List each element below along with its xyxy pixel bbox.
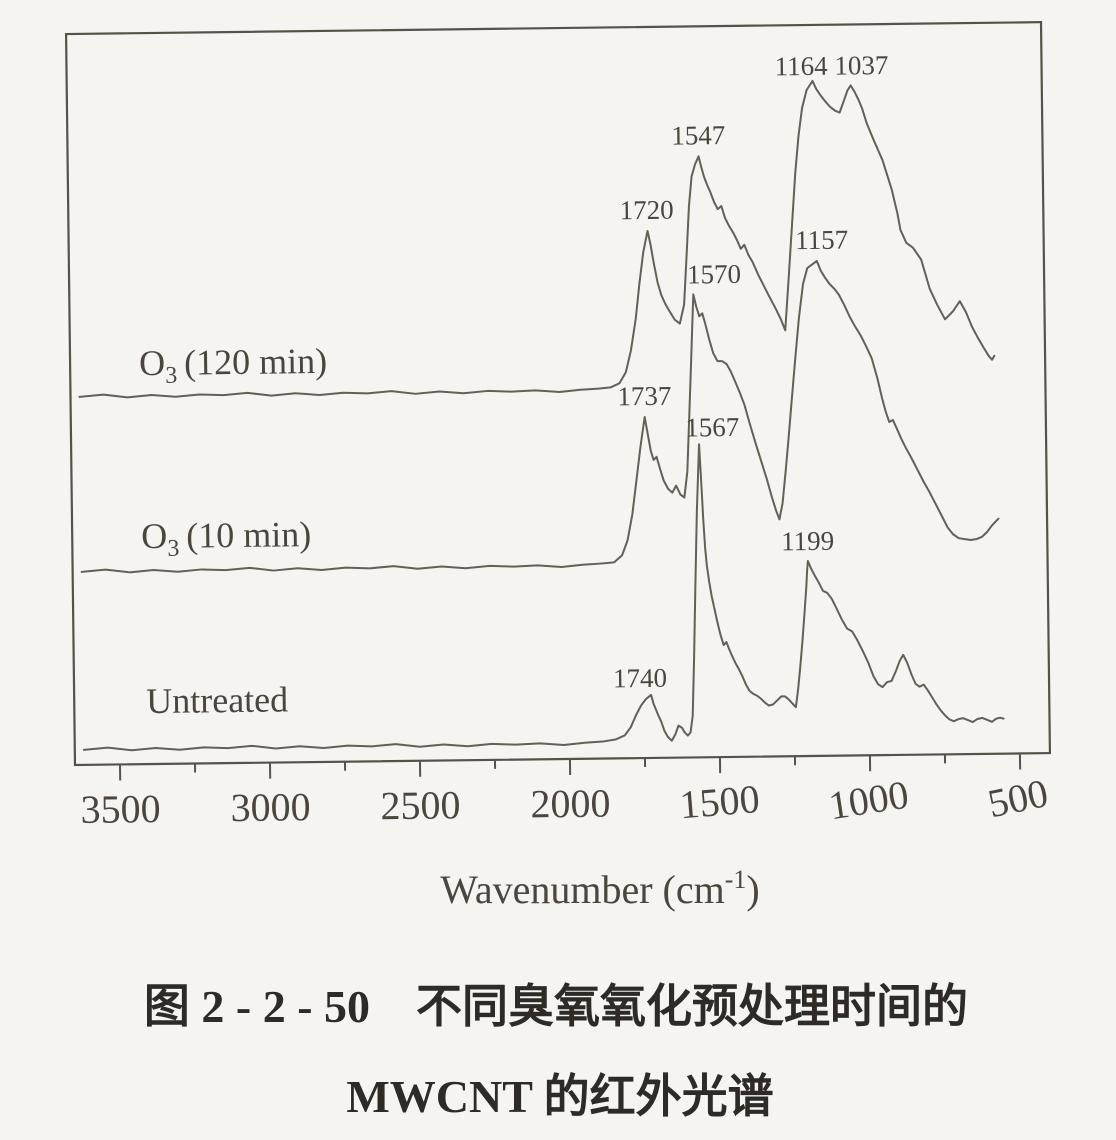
x-axis-title: Wavenumber (cm-1)	[440, 865, 759, 912]
plot-border	[64, 21, 1052, 767]
peak-label-1720: 1720	[619, 195, 673, 226]
plot-area: 3500 3000 2500 2000 1500 1000 500 1720 1547 1164…	[64, 21, 1052, 832]
series-label-subscript: 3	[167, 536, 179, 562]
x-tick-label: 3000	[230, 784, 311, 830]
x-axis: 3500 3000 2500 2000 1500 1000 500	[80, 753, 1052, 832]
series-label-suffix: (10 min)	[186, 514, 311, 556]
peak-label-1164-1037: 1164 1037	[774, 50, 888, 81]
peak-label-1157: 1157	[795, 225, 848, 256]
series-label-subscript: 3	[165, 363, 177, 389]
series-label-text: O	[141, 516, 167, 556]
spectra-curves	[78, 79, 1005, 752]
x-tick-label: 3500	[80, 786, 161, 832]
caption-line-2: MWCNT 的红外光谱	[346, 1071, 773, 1122]
spectrum-curve-untreated	[82, 443, 1005, 752]
x-axis-title-superscript: -1	[725, 865, 747, 894]
caption-line-1: 图 2 - 2 - 50 不同臭氧氧化预处理时间的	[144, 981, 968, 1032]
series-label-text: O	[139, 343, 165, 383]
peak-label-1737: 1737	[617, 381, 671, 412]
peak-label-1547: 1547	[671, 120, 725, 151]
x-axis-title-text: Wavenumber (cm	[440, 867, 724, 912]
series-label-o3-120min: O3 (120 min)	[139, 341, 328, 389]
spectrum-curve-o3-10min	[80, 259, 1000, 574]
series-label-suffix: (120 min)	[184, 341, 327, 383]
x-axis-title-close: )	[746, 867, 759, 912]
peak-label-1570: 1570	[687, 259, 741, 290]
peak-labels: 1720 1547 1164 1037 1737 1570 1157 1740 1567 119…	[613, 50, 889, 694]
x-tick-label: 500	[984, 770, 1052, 826]
peak-label-1740: 1740	[613, 663, 667, 694]
peak-label-1567: 1567	[685, 412, 739, 443]
x-tick-label: 2000	[530, 780, 611, 826]
x-tick-label: 2500	[380, 782, 461, 828]
spectrum-curve-o3-120min	[78, 79, 996, 399]
x-tick-label: 1000	[826, 772, 912, 829]
x-tick-label: 1500	[678, 776, 761, 827]
peak-label-1199: 1199	[781, 526, 834, 557]
series-label-text: Untreated	[146, 679, 288, 721]
series-label-untreated: Untreated	[146, 679, 288, 721]
series-label-o3-10min: O3 (10 min)	[141, 514, 312, 562]
